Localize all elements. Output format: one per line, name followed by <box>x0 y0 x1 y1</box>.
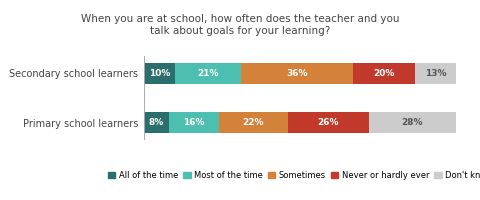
Text: When you are at school, how often does the teacher and you
talk about goals for : When you are at school, how often does t… <box>81 14 399 36</box>
Text: 36%: 36% <box>286 69 308 78</box>
Text: 26%: 26% <box>317 118 339 127</box>
Text: 20%: 20% <box>373 69 395 78</box>
Bar <box>144 112 169 133</box>
Bar <box>175 63 240 84</box>
Text: 21%: 21% <box>197 69 219 78</box>
Bar <box>219 112 288 133</box>
Text: 10%: 10% <box>149 69 170 78</box>
Bar <box>288 112 369 133</box>
Text: 28%: 28% <box>402 118 423 127</box>
Bar <box>240 63 353 84</box>
Legend: All of the time, Most of the time, Sometimes, Never or hardly ever, Don't know: All of the time, Most of the time, Somet… <box>108 171 480 180</box>
Bar <box>169 112 219 133</box>
Text: 22%: 22% <box>242 118 264 127</box>
Text: 13%: 13% <box>425 69 446 78</box>
Bar <box>353 63 416 84</box>
Bar <box>369 112 456 133</box>
Bar <box>415 63 456 84</box>
Text: 8%: 8% <box>149 118 164 127</box>
Bar <box>144 63 175 84</box>
Text: 16%: 16% <box>183 118 204 127</box>
